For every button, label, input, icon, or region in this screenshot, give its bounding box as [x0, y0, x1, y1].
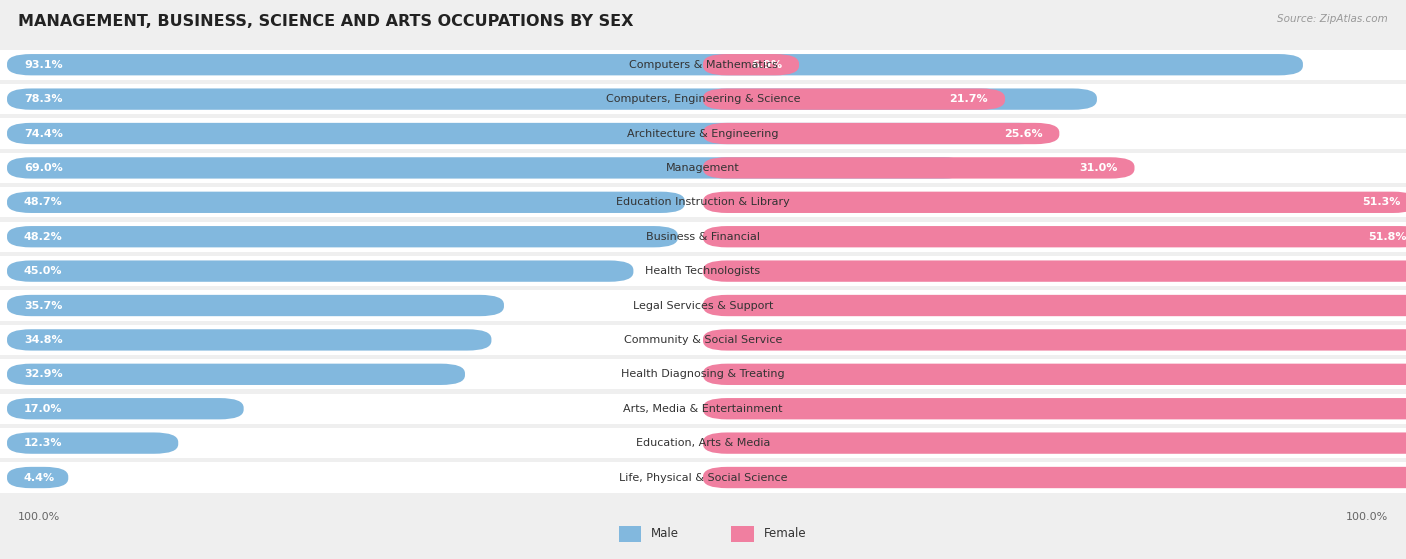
- FancyBboxPatch shape: [703, 295, 1406, 316]
- Bar: [0, 394, 1406, 424]
- FancyBboxPatch shape: [703, 192, 1406, 213]
- Text: MANAGEMENT, BUSINESS, SCIENCE AND ARTS OCCUPATIONS BY SEX: MANAGEMENT, BUSINESS, SCIENCE AND ARTS O…: [18, 14, 634, 29]
- Text: Life, Physical & Social Science: Life, Physical & Social Science: [619, 472, 787, 482]
- Text: 69.0%: 69.0%: [24, 163, 63, 173]
- Text: Education Instruction & Library: Education Instruction & Library: [616, 197, 790, 207]
- Text: 31.0%: 31.0%: [1080, 163, 1118, 173]
- Text: 6.9%: 6.9%: [751, 60, 782, 70]
- FancyBboxPatch shape: [7, 226, 678, 248]
- FancyBboxPatch shape: [7, 398, 243, 419]
- Text: 12.3%: 12.3%: [24, 438, 62, 448]
- Bar: [731, 526, 754, 542]
- Text: Male: Male: [651, 527, 679, 541]
- Bar: [0, 462, 1406, 492]
- Text: 34.8%: 34.8%: [24, 335, 62, 345]
- Bar: [0, 256, 1406, 286]
- Text: Legal Services & Support: Legal Services & Support: [633, 301, 773, 310]
- FancyBboxPatch shape: [7, 433, 179, 454]
- Text: 48.7%: 48.7%: [24, 197, 63, 207]
- Bar: [0, 428, 1406, 458]
- Text: 4.4%: 4.4%: [24, 472, 55, 482]
- Text: 21.7%: 21.7%: [949, 94, 988, 104]
- FancyBboxPatch shape: [7, 88, 1097, 110]
- FancyBboxPatch shape: [7, 329, 492, 350]
- Text: Education, Arts & Media: Education, Arts & Media: [636, 438, 770, 448]
- Text: 35.7%: 35.7%: [24, 301, 62, 310]
- Text: 51.3%: 51.3%: [1362, 197, 1400, 207]
- FancyBboxPatch shape: [7, 123, 1043, 144]
- FancyBboxPatch shape: [7, 364, 465, 385]
- FancyBboxPatch shape: [703, 329, 1406, 350]
- Bar: [0, 359, 1406, 390]
- Text: 32.9%: 32.9%: [24, 369, 62, 380]
- Text: Community & Social Service: Community & Social Service: [624, 335, 782, 345]
- Text: 48.2%: 48.2%: [24, 232, 63, 241]
- FancyBboxPatch shape: [7, 54, 1303, 75]
- Text: 45.0%: 45.0%: [24, 266, 62, 276]
- Text: Architecture & Engineering: Architecture & Engineering: [627, 129, 779, 139]
- Bar: [0, 119, 1406, 149]
- Text: 74.4%: 74.4%: [24, 129, 63, 139]
- Text: 93.1%: 93.1%: [24, 60, 62, 70]
- Bar: [0, 50, 1406, 80]
- Text: 51.8%: 51.8%: [1368, 232, 1406, 241]
- FancyBboxPatch shape: [703, 54, 799, 75]
- Text: Business & Financial: Business & Financial: [645, 232, 761, 241]
- FancyBboxPatch shape: [703, 157, 1135, 178]
- FancyBboxPatch shape: [7, 260, 633, 282]
- Bar: [0, 290, 1406, 321]
- FancyBboxPatch shape: [7, 295, 503, 316]
- FancyBboxPatch shape: [703, 398, 1406, 419]
- FancyBboxPatch shape: [703, 88, 1005, 110]
- Bar: [0, 325, 1406, 355]
- Text: Computers & Mathematics: Computers & Mathematics: [628, 60, 778, 70]
- FancyBboxPatch shape: [7, 467, 69, 488]
- Bar: [619, 526, 641, 542]
- Text: Computers, Engineering & Science: Computers, Engineering & Science: [606, 94, 800, 104]
- FancyBboxPatch shape: [703, 123, 1059, 144]
- Text: 100.0%: 100.0%: [1346, 512, 1388, 522]
- Text: Source: ZipAtlas.com: Source: ZipAtlas.com: [1277, 14, 1388, 24]
- Bar: [0, 153, 1406, 183]
- Bar: [0, 187, 1406, 217]
- Text: Health Diagnosing & Treating: Health Diagnosing & Treating: [621, 369, 785, 380]
- FancyBboxPatch shape: [703, 260, 1406, 282]
- Text: Health Technologists: Health Technologists: [645, 266, 761, 276]
- FancyBboxPatch shape: [7, 157, 967, 178]
- Bar: [0, 221, 1406, 252]
- Text: 17.0%: 17.0%: [24, 404, 62, 414]
- FancyBboxPatch shape: [703, 226, 1406, 248]
- FancyBboxPatch shape: [7, 192, 685, 213]
- Text: Arts, Media & Entertainment: Arts, Media & Entertainment: [623, 404, 783, 414]
- Text: Management: Management: [666, 163, 740, 173]
- Text: 25.6%: 25.6%: [1004, 129, 1042, 139]
- FancyBboxPatch shape: [703, 467, 1406, 488]
- Text: 78.3%: 78.3%: [24, 94, 62, 104]
- Bar: [0, 84, 1406, 114]
- Text: 100.0%: 100.0%: [18, 512, 60, 522]
- FancyBboxPatch shape: [703, 433, 1406, 454]
- Text: Female: Female: [763, 527, 806, 541]
- FancyBboxPatch shape: [703, 364, 1406, 385]
